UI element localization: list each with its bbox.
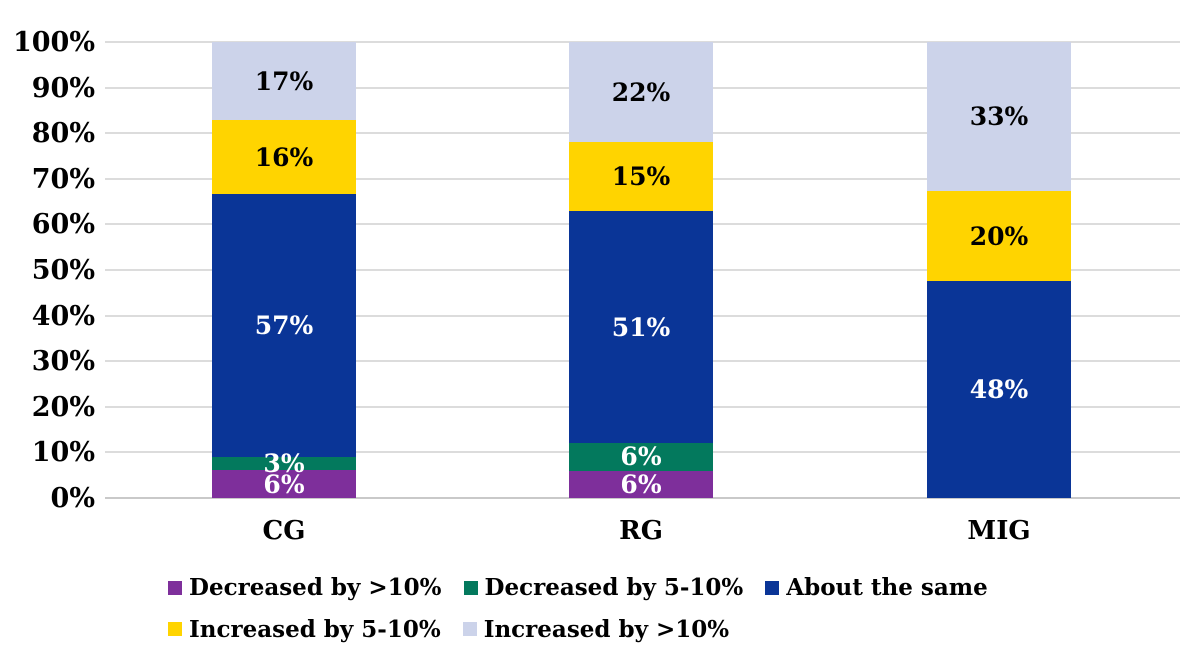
legend-item-2: Decreased by 5-10% bbox=[463, 574, 744, 602]
legend-label: Decreased by >10% bbox=[189, 574, 442, 601]
bar-segment-CG-3: 57% bbox=[212, 194, 356, 457]
y-tick-label-30%: 30% bbox=[31, 346, 95, 378]
data-label-CG-2: 3% bbox=[263, 448, 305, 478]
legend-label: Increased by >10% bbox=[483, 615, 730, 643]
y-tick-label-0%: 0% bbox=[50, 483, 95, 514]
y-tick-label-70%: 70% bbox=[31, 163, 95, 195]
legend-swatch-icon bbox=[168, 580, 182, 595]
y-tick-label-80%: 80% bbox=[31, 118, 95, 150]
data-label-CG-4: 16% bbox=[254, 142, 314, 172]
bar-segment-MIG-5: 33% bbox=[927, 42, 1071, 191]
bar-CG: 6% 3% 57% 16% 17% bbox=[212, 42, 356, 498]
y-tick-label-10%: 10% bbox=[31, 437, 95, 469]
gridline-100% bbox=[105, 41, 1180, 43]
y-tick-label-90%: 90% bbox=[31, 72, 95, 104]
bar-segment-CG-1: 6% bbox=[212, 470, 356, 498]
data-label-MIG-4: 20% bbox=[969, 221, 1029, 251]
data-label-CG-5: 17% bbox=[254, 66, 314, 96]
y-tick-label-40%: 40% bbox=[31, 300, 95, 332]
data-label-RG-3: 51% bbox=[611, 312, 671, 342]
legend-swatch-icon bbox=[765, 580, 780, 595]
legend-label: Decreased by 5-10% bbox=[484, 574, 744, 601]
data-label-RG-2: 6% bbox=[620, 442, 662, 472]
data-label-MIG-3: 48% bbox=[969, 375, 1029, 405]
bar-segment-RG-1: 6% bbox=[569, 469, 713, 499]
bar-segment-RG-4: 15% bbox=[569, 142, 713, 211]
data-label-RG-5: 22% bbox=[611, 77, 671, 107]
x-tick-label-CG: CG bbox=[262, 516, 306, 546]
legend-swatch-icon bbox=[168, 622, 182, 637]
x-tick-label-RG: RG bbox=[619, 516, 663, 546]
bar-segment-CG-2: 3% bbox=[212, 451, 356, 476]
legend-label: Increased by 5-10% bbox=[189, 615, 441, 643]
legend-row-2: Increased by 5-10% Increased by >10% bbox=[168, 616, 988, 644]
legend-item-3: About the same bbox=[765, 574, 988, 602]
legend-item-5: Increased by >10% bbox=[462, 615, 730, 644]
legend-swatch-icon bbox=[463, 580, 478, 595]
gridline-0% bbox=[105, 497, 1180, 499]
legend-label: About the same bbox=[786, 574, 988, 601]
y-tick-label-60%: 60% bbox=[31, 209, 95, 241]
data-label-MIG-5: 33% bbox=[969, 102, 1029, 131]
data-label-RG-1: 6% bbox=[620, 469, 662, 499]
bar-segment-RG-5: 22% bbox=[569, 42, 713, 143]
x-tick-label-MIG: MIG bbox=[967, 516, 1031, 546]
plot-area: 6% 3% 57% 16% 17% 6% 6% 51% 15% 22% 48% 20% 33% bbox=[105, 41, 1180, 499]
bar-MIG: 48% 20% 33% bbox=[927, 42, 1071, 498]
bar-segment-RG-2: 6% bbox=[569, 442, 713, 472]
bar-segment-MIG-4: 20% bbox=[927, 191, 1071, 282]
chart-legend: Decreased by >10% Decreased by 5-10% About… bbox=[168, 574, 988, 643]
legend-item-1: Decreased by >10% bbox=[168, 574, 442, 602]
data-label-RG-4: 15% bbox=[611, 162, 671, 192]
bar-segment-MIG-3: 48% bbox=[927, 281, 1071, 498]
legend-item-4: Increased by 5-10% bbox=[168, 616, 441, 644]
bar-RG: 6% 6% 51% 15% 22% bbox=[569, 42, 713, 498]
data-label-CG-1: 6% bbox=[263, 469, 305, 499]
y-tick-label-100%: 100% bbox=[12, 27, 95, 58]
y-tick-label-50%: 50% bbox=[31, 255, 95, 286]
legend-swatch-icon bbox=[462, 622, 477, 637]
legend-row-1: Decreased by >10% Decreased by 5-10% About… bbox=[168, 574, 988, 602]
data-label-CG-3: 57% bbox=[254, 310, 314, 340]
bar-segment-CG-5: 17% bbox=[212, 42, 356, 121]
bar-segment-CG-4: 16% bbox=[212, 120, 356, 195]
y-tick-label-20%: 20% bbox=[31, 391, 95, 423]
bar-segment-RG-3: 51% bbox=[569, 210, 713, 444]
